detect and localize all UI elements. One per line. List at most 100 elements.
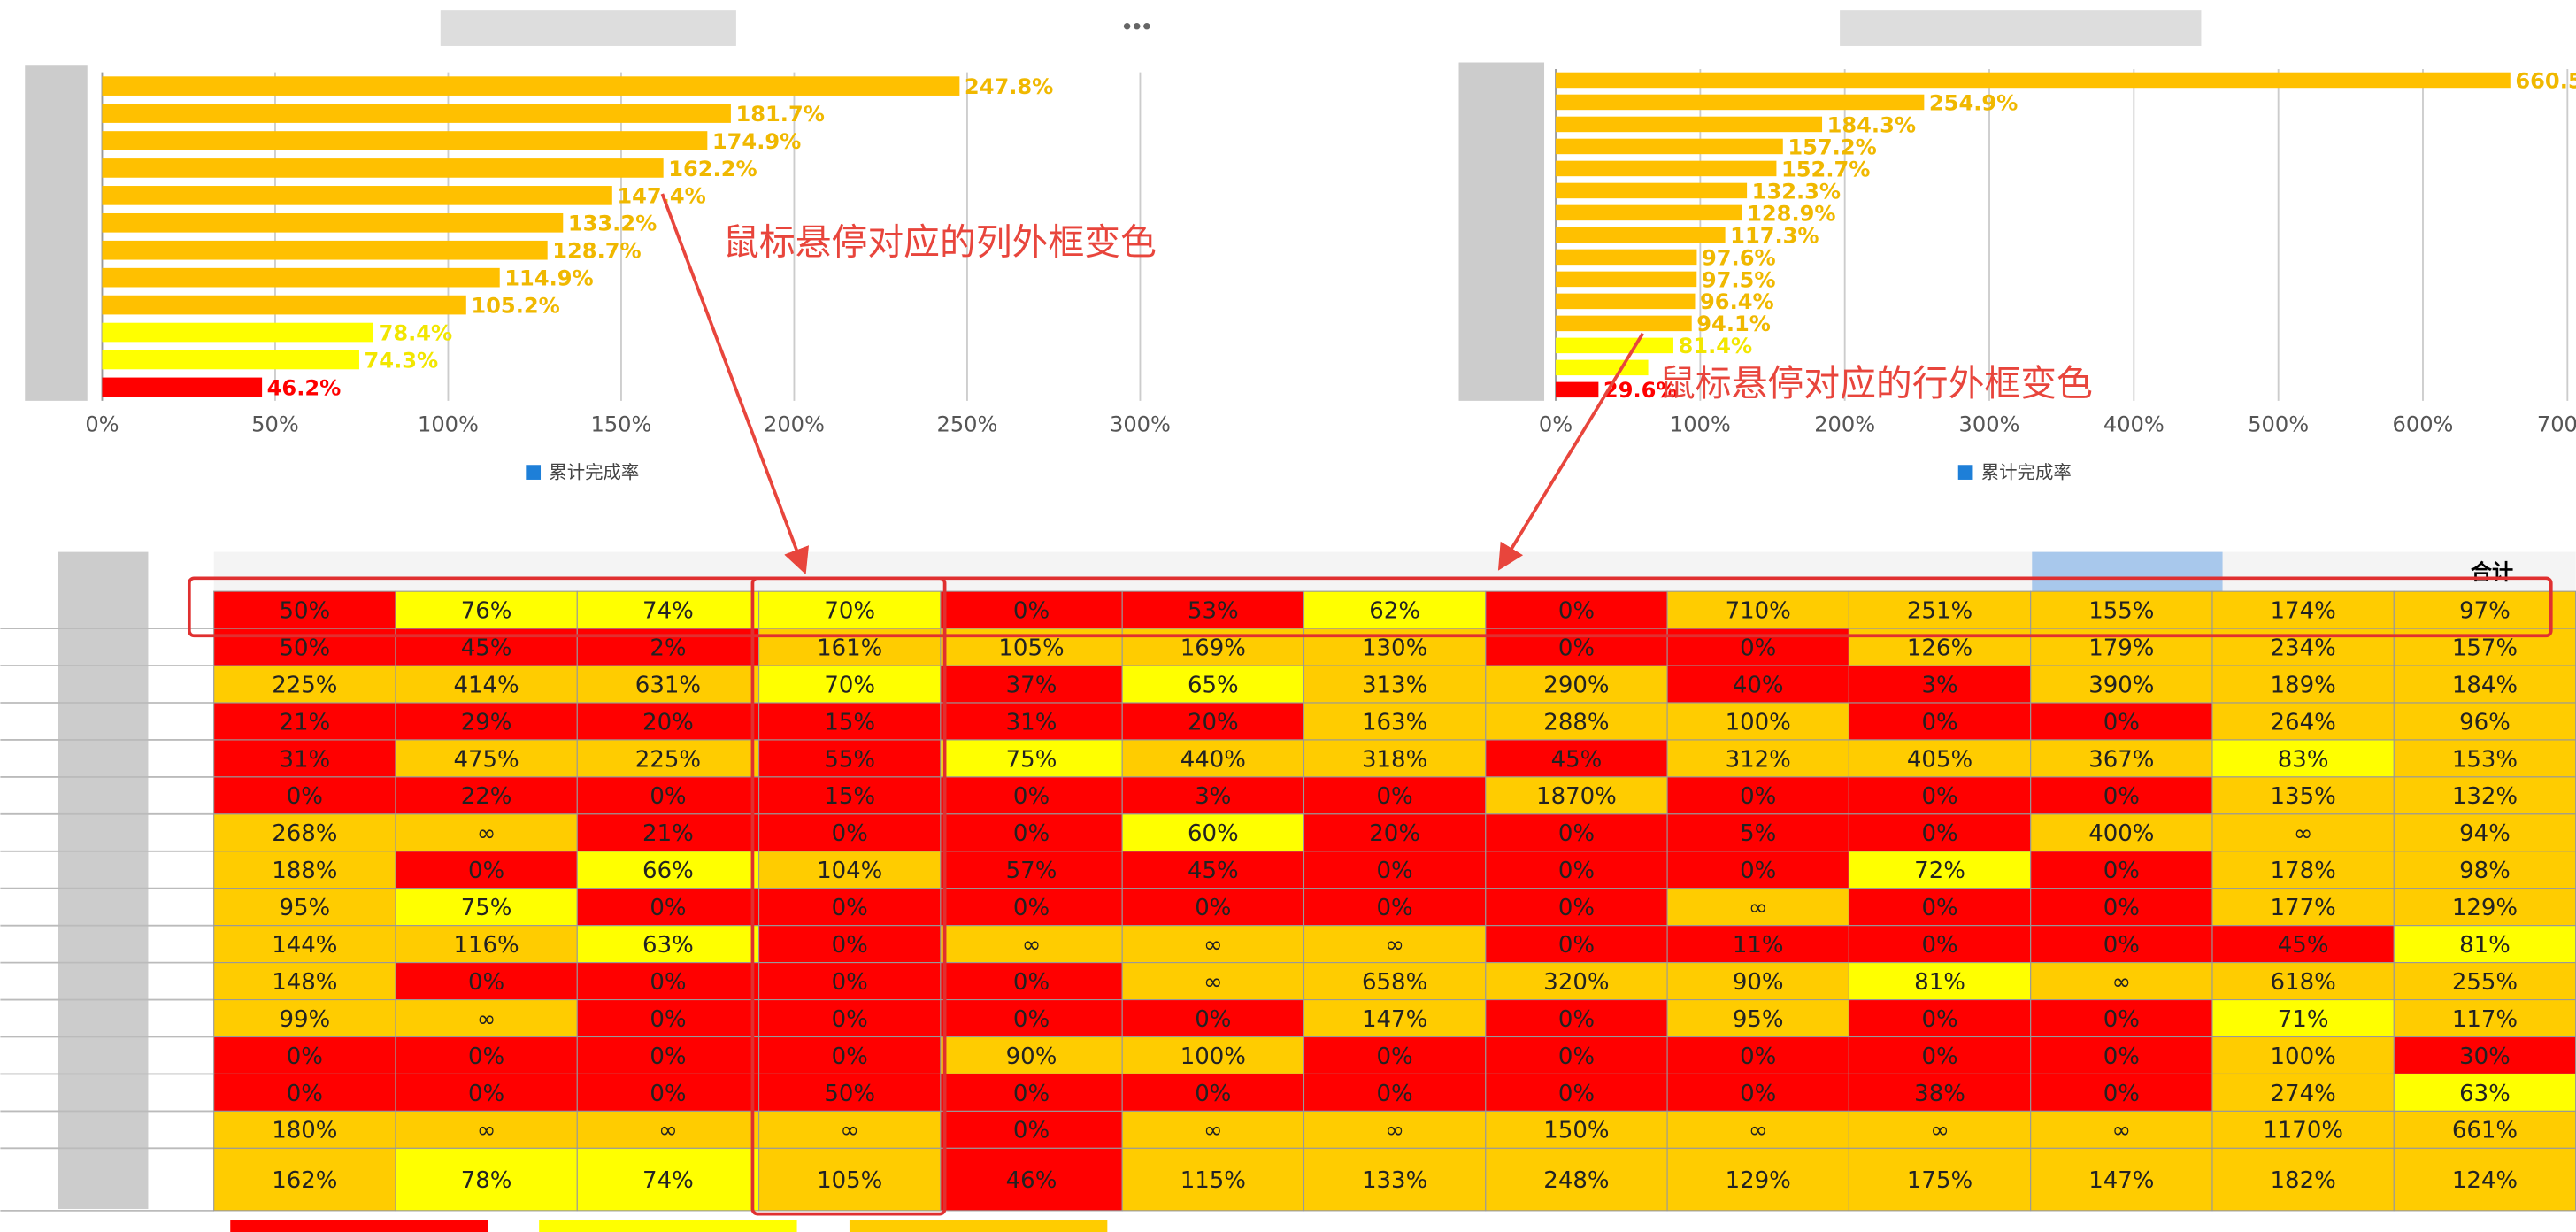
cell-text: 29%: [461, 709, 512, 735]
cell-text: 0%: [1558, 820, 1595, 847]
value-label: 74.3%: [365, 348, 439, 373]
value-label: 184.3%: [1827, 112, 1916, 137]
cell: [1666, 1036, 1849, 1075]
cell-text: 414%: [454, 672, 519, 698]
cell-text: 618%: [2271, 969, 2336, 996]
value-label: 254.9%: [1929, 90, 2018, 115]
cell-text: ∞: [1203, 932, 1223, 959]
cell-text: 130%: [1362, 635, 1427, 661]
cell: [213, 925, 396, 964]
cell-text: ∞: [477, 1006, 496, 1033]
cell: [395, 851, 578, 889]
cell: [395, 1036, 578, 1075]
legend-swatch: [539, 1220, 797, 1232]
bar: [102, 322, 374, 343]
x-tick-label: 0%: [85, 412, 119, 437]
cell-text: 0%: [1013, 820, 1050, 847]
value-label: 97.5%: [1702, 267, 1776, 292]
bar: [1556, 116, 1823, 133]
value-label: 181.7%: [735, 102, 824, 127]
cell-text: 40%: [1733, 672, 1784, 698]
cell-text: ∞: [477, 1118, 496, 1144]
cell-text: 75%: [1006, 746, 1057, 773]
cell-text: 189%: [2271, 672, 2336, 698]
cell: [576, 813, 760, 852]
cell-text: 175%: [1907, 1167, 1972, 1194]
cell-text: 70%: [824, 597, 875, 624]
cell: [2211, 999, 2395, 1038]
bar: [1556, 271, 1697, 288]
blurred-title: [440, 10, 736, 46]
cell-text: 30%: [2459, 1043, 2511, 1070]
blurred-labels: [25, 65, 88, 401]
cell: [395, 739, 578, 778]
cell: [2393, 1110, 2576, 1149]
cell-text: 0%: [2103, 858, 2140, 884]
cell: [1666, 925, 1849, 964]
cell: [395, 962, 578, 1001]
cell: [940, 888, 1123, 927]
cell-text: 3%: [1921, 672, 1957, 698]
cell-text: 251%: [1907, 597, 1972, 624]
legend-swatch: [526, 465, 542, 480]
cell: [940, 1036, 1123, 1075]
cell-text: 105%: [817, 1167, 882, 1194]
cell-text: 60%: [1188, 820, 1239, 847]
value-label: 133.2%: [568, 212, 657, 236]
cell: [1485, 1073, 1668, 1112]
cell-text: 631%: [635, 672, 701, 698]
cell-text: 0%: [287, 1081, 323, 1107]
cell-text: 46%: [1006, 1167, 1057, 1194]
cell-text: 0%: [1377, 1043, 1413, 1070]
cell-text: 83%: [2278, 746, 2329, 773]
cell-text: 169%: [1180, 635, 1246, 661]
value-label: 128.7%: [552, 239, 641, 264]
cell-text: 405%: [1907, 746, 1972, 773]
cell-text: ∞: [1022, 932, 1042, 959]
cell-text: 2%: [650, 635, 686, 661]
cell-text: ∞: [1749, 895, 1768, 921]
cell-text: 31%: [279, 746, 330, 773]
cell-text: 0%: [1558, 932, 1595, 959]
bar: [102, 350, 359, 370]
value-label: 174.9%: [712, 129, 801, 154]
cell-text: 177%: [2271, 895, 2336, 921]
cell-text: 163%: [1362, 709, 1427, 735]
cell-text: ∞: [477, 820, 496, 847]
x-tick-label: 600%: [2393, 412, 2454, 437]
cell-text: 0%: [1195, 1081, 1231, 1107]
cell-text: 0%: [2103, 1081, 2140, 1107]
cell: [1848, 1147, 2032, 1212]
cell: [1121, 925, 1305, 964]
cell: [1485, 1036, 1668, 1075]
cell-text: 104%: [817, 858, 882, 884]
cell: [758, 813, 942, 852]
cell-text: 76%: [461, 597, 512, 624]
cell: [1666, 739, 1849, 778]
cell-text: 0%: [1921, 1006, 1957, 1033]
cell-text: 0%: [2103, 709, 2140, 735]
cell-text: 15%: [824, 709, 875, 735]
cell: [395, 702, 578, 741]
cell: [213, 1036, 396, 1075]
bar: [1556, 227, 1726, 243]
bar: [102, 240, 548, 260]
cell-text: 0%: [1558, 895, 1595, 921]
cell-text: ∞: [1385, 932, 1404, 959]
bar: [102, 131, 708, 150]
cell-text: 0%: [1740, 1081, 1776, 1107]
cell-text: 155%: [2088, 597, 2154, 624]
cell-text: 105%: [998, 635, 1064, 661]
bar: [1556, 315, 1692, 332]
cell-text: 0%: [1013, 895, 1050, 921]
cell-text: 0%: [650, 1043, 686, 1070]
bar: [1556, 72, 2511, 89]
value-label: 97.6%: [1702, 245, 1776, 270]
cell: [1485, 851, 1668, 889]
cell: [2030, 925, 2213, 964]
cell: [213, 1147, 396, 1212]
cell: [1848, 962, 2032, 1001]
cell-text: 0%: [2103, 1006, 2140, 1033]
cell: [1485, 813, 1668, 852]
cell-text: 157%: [2452, 635, 2518, 661]
